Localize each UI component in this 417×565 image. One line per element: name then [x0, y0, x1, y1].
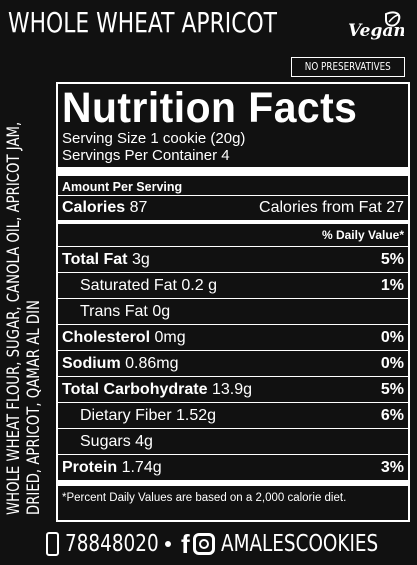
ingredients-list: WHOLE WHEAT FLOUR, SUGAR, CANOLA OIL, AP… — [4, 105, 54, 515]
nutrient-amount: 0.2 g — [181, 277, 217, 294]
nutrient-dv: 0% — [380, 355, 404, 372]
nutrient-amount: 13.9g — [211, 381, 252, 398]
nutrient-dv: 5% — [380, 381, 404, 398]
nutrient-amount: 0mg — [154, 329, 186, 346]
nutrient-row-total-carbohydrate: Total Carbohydrate 13.9g 5% — [58, 376, 408, 402]
phone-number: 78848020 — [65, 531, 159, 557]
instagram-icon — [192, 533, 215, 555]
facebook-icon: f — [181, 528, 190, 559]
calories-label: Calories — [62, 199, 126, 216]
amount-per-serving: Amount Per Serving — [62, 180, 183, 194]
divider — [58, 195, 408, 196]
nutrient-row-trans-fat: Trans Fat 0g — [58, 298, 408, 324]
nutrient-row-sodium: Sodium 0.86mg 0% — [58, 350, 408, 376]
nutrient-label: Total Carbohydrate — [62, 381, 208, 398]
nutrient-dv: 6% — [380, 407, 404, 424]
calories-fat-value: 27 — [386, 199, 404, 216]
nutrition-facts-panel: Nutrition Facts Serving Size 1 cookie (2… — [56, 82, 410, 522]
badge-text: NO PRESERVATIVES — [305, 60, 391, 73]
product-title: WHOLE WHEAT APRICOT — [8, 6, 277, 39]
vegan-logo: Vegan — [348, 11, 404, 41]
nutrient-dv: 5% — [380, 251, 404, 268]
contact-bar: 78848020 f AMALESCOOKIES — [46, 528, 410, 560]
nutrition-facts-heading: Nutrition Facts — [62, 84, 358, 132]
separator-dot — [165, 541, 171, 547]
nutrient-label: Dietary Fiber — [80, 407, 172, 424]
servings-per-container: Servings Per Container 4 — [62, 147, 230, 164]
nutrient-amount: 3g — [131, 251, 150, 268]
calories-fat-label: Calories from Fat — [259, 199, 382, 216]
social-handle: AMALESCOOKIES — [220, 531, 378, 557]
ingredients-line-2: DRIED, APRICOT, QAMAR AL DIN — [24, 300, 44, 515]
svg-text:Vegan: Vegan — [348, 21, 404, 41]
nutrient-row-protein: Protein 1.74g 3% — [58, 454, 408, 480]
nutrient-row-total-fat: Total Fat 3g 5% — [58, 246, 408, 272]
nutrient-amount: 1.74g — [121, 459, 162, 476]
ingredients-line-1: WHOLE WHEAT FLOUR, SUGAR, CANOLA OIL, AP… — [4, 121, 24, 515]
nutrient-amount: 0.86mg — [125, 355, 179, 372]
nutrient-row-sugars: Sugars 4g — [58, 428, 408, 454]
no-preservatives-badge: NO PRESERVATIVES — [291, 57, 405, 77]
bottom-thick-divider — [58, 480, 408, 486]
nutrient-amount: 1.52g — [176, 407, 217, 424]
thick-divider — [58, 167, 408, 176]
nutrient-row-cholesterol: Cholesterol 0mg 0% — [58, 324, 408, 350]
footnote: *Percent Daily Values are based on a 2,0… — [62, 492, 347, 504]
nutrient-label: Cholesterol — [62, 329, 151, 346]
nutrient-label: Saturated Fat — [80, 277, 177, 294]
nutrient-label: Total Fat — [62, 251, 128, 268]
phone-icon — [46, 532, 59, 556]
nutrient-label: Protein — [62, 459, 118, 476]
calories-row: Calories 87 Calories from Fat 27 — [62, 196, 404, 220]
nutrient-row-dietary-fiber: Dietary Fiber 1.52g 6% — [58, 402, 408, 428]
nutrient-label: Trans Fat — [80, 303, 148, 320]
nutrient-dv: 1% — [380, 277, 404, 294]
nutrient-dv: 0% — [380, 329, 404, 346]
serving-size: Serving Size 1 cookie (20g) — [62, 130, 246, 147]
nutrient-amount: 4g — [135, 433, 153, 450]
nutrient-amount: 0g — [152, 303, 171, 320]
calories-value: 87 — [129, 199, 148, 216]
nutrient-dv: 3% — [380, 459, 404, 476]
nutrient-row-saturated-fat: Saturated Fat 0.2 g 1% — [58, 272, 408, 298]
daily-value-header: % Daily Value* — [321, 228, 404, 242]
nutrient-label: Sugars — [80, 433, 131, 450]
medium-divider — [58, 220, 408, 224]
nutrient-label: Sodium — [62, 355, 121, 372]
